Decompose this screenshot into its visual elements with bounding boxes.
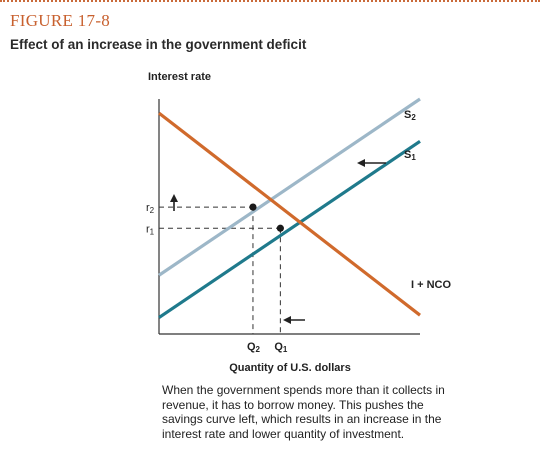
- curve-label-s1: S1: [404, 149, 416, 162]
- curve-i-nco: [158, 111, 421, 317]
- curves-group: [158, 97, 421, 319]
- x-axis-label: Quantity of U.S. dollars: [229, 362, 351, 374]
- dashed-guide-lines: [159, 206, 281, 334]
- figure-title: Effect of an increase in the government …: [10, 37, 307, 52]
- curve-s1: [158, 139, 421, 319]
- curve-label-s2: S2: [404, 109, 416, 122]
- curve-labels: S2 S1 I + NCO: [404, 109, 451, 291]
- equilibrium-dot-e1: [276, 224, 284, 232]
- tick-label-r1: r1: [146, 223, 155, 236]
- curve-s2: [158, 97, 421, 277]
- tick-label-Q1: Q1: [274, 341, 288, 354]
- curve-label-i-nco: I + NCO: [411, 279, 451, 291]
- equilibrium-dot-e2: [249, 203, 257, 211]
- figure-number: FIGURE 17-8: [10, 11, 111, 30]
- tick-label-Q2: Q2: [247, 341, 261, 354]
- figure-caption: When the government spends more than it …: [162, 383, 445, 441]
- equilibrium-points: [249, 203, 284, 232]
- tick-labels: r2 Q2 r1 Q1: [146, 202, 288, 354]
- y-axis-label: Interest rate: [148, 71, 211, 83]
- top-dotted-rule: [0, 0, 540, 2]
- tick-label-r2: r2: [146, 202, 155, 215]
- supply-demand-chart: Interest rate Quantity of U.S. dollars r…: [146, 71, 451, 374]
